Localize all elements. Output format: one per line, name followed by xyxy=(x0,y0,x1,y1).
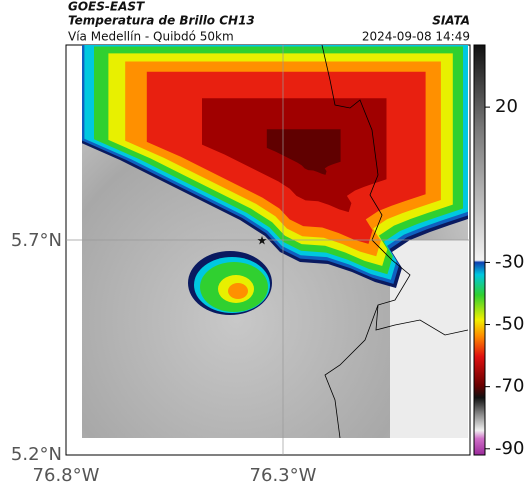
lat-tick-label: 5.2°N xyxy=(11,444,62,465)
region: Vía Medellín - Quibdó 50km xyxy=(68,30,234,44)
lat-tick-label: 5.7°N xyxy=(11,230,62,251)
subtitle: Temperatura de Brillo CH13 xyxy=(68,14,255,28)
colorbar xyxy=(473,44,486,456)
cloud-layer xyxy=(266,129,341,175)
timestamp: 2024-09-08 14:49 xyxy=(362,30,470,44)
colorbar-tick-label: -70 xyxy=(495,376,524,397)
colorbar-tick-label: -30 xyxy=(495,251,524,272)
source: SIATA xyxy=(432,14,470,28)
colorbar-tick-label: -90 xyxy=(495,438,524,459)
border-line xyxy=(324,304,379,439)
title: GOES-EAST xyxy=(68,0,145,14)
lon-tick-label: 76.3°W xyxy=(250,465,317,486)
clear-sky xyxy=(390,240,468,438)
colorbar-tick-label: 20 xyxy=(495,96,518,117)
satellite-image xyxy=(82,45,468,438)
lon-tick-label: 76.8°W xyxy=(33,465,100,486)
colorbar-tick-label: -50 xyxy=(495,314,524,335)
city-marker: ★ xyxy=(257,234,268,248)
cloud-cell xyxy=(228,283,248,299)
